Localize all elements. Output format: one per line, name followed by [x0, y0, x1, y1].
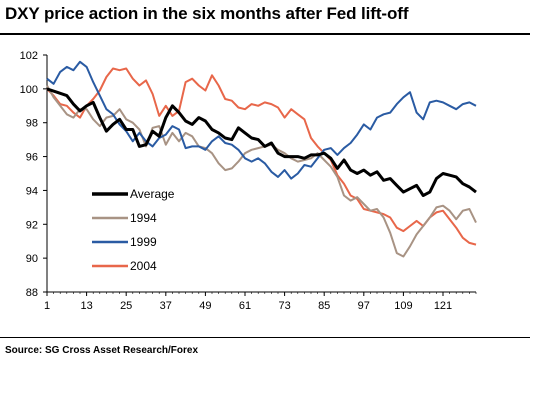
legend-label: Average: [130, 187, 175, 201]
series-lines: [46, 60, 477, 258]
x-tick-label: 109: [394, 300, 412, 312]
legend-label: 2004: [130, 259, 157, 273]
legend-label: 1999: [130, 235, 157, 249]
x-tick-label: 49: [199, 300, 211, 312]
chart-title: DXY price action in the six months after…: [5, 4, 409, 23]
source-note: Source: SG Cross Asset Research/Forex: [5, 345, 199, 356]
y-tick-label: 102: [20, 50, 38, 62]
x-tick-label: 25: [120, 300, 132, 312]
x-tick-label: 121: [434, 300, 452, 312]
series-line-average: [46, 87, 477, 197]
x-tick-label: 61: [239, 300, 251, 312]
line-chart: 88 90 92 94 96 98 100 102 1 13 25 37 49 61 73 85 97 109 12…: [20, 50, 477, 312]
series-line-1994: [46, 85, 477, 258]
legend-label: 1994: [130, 211, 157, 225]
y-tick-label: 90: [26, 253, 38, 265]
title-divider: [0, 33, 530, 35]
legend: Average 1994 1999 2004: [92, 187, 175, 273]
x-tick-label: 73: [278, 300, 290, 312]
y-tick-label: 98: [26, 118, 38, 130]
y-tick-label: 92: [26, 219, 38, 231]
axes: 88 90 92 94 96 98 100 102 1 13 25 37 49 61 73 85 97 109 12…: [20, 50, 477, 312]
source-divider: [0, 337, 530, 338]
series-line-1999: [46, 60, 477, 180]
y-tick-label: 100: [20, 84, 38, 96]
x-tick-label: 37: [160, 300, 172, 312]
series-line-2004: [46, 67, 477, 246]
x-tick-label: 13: [80, 300, 92, 312]
x-tick-label: 1: [44, 300, 50, 312]
x-tick-label: 85: [318, 300, 330, 312]
y-tick-label: 94: [26, 185, 38, 197]
x-tick-label: 97: [358, 300, 370, 312]
y-tick-label: 96: [26, 152, 38, 164]
y-tick-label: 88: [26, 287, 38, 299]
